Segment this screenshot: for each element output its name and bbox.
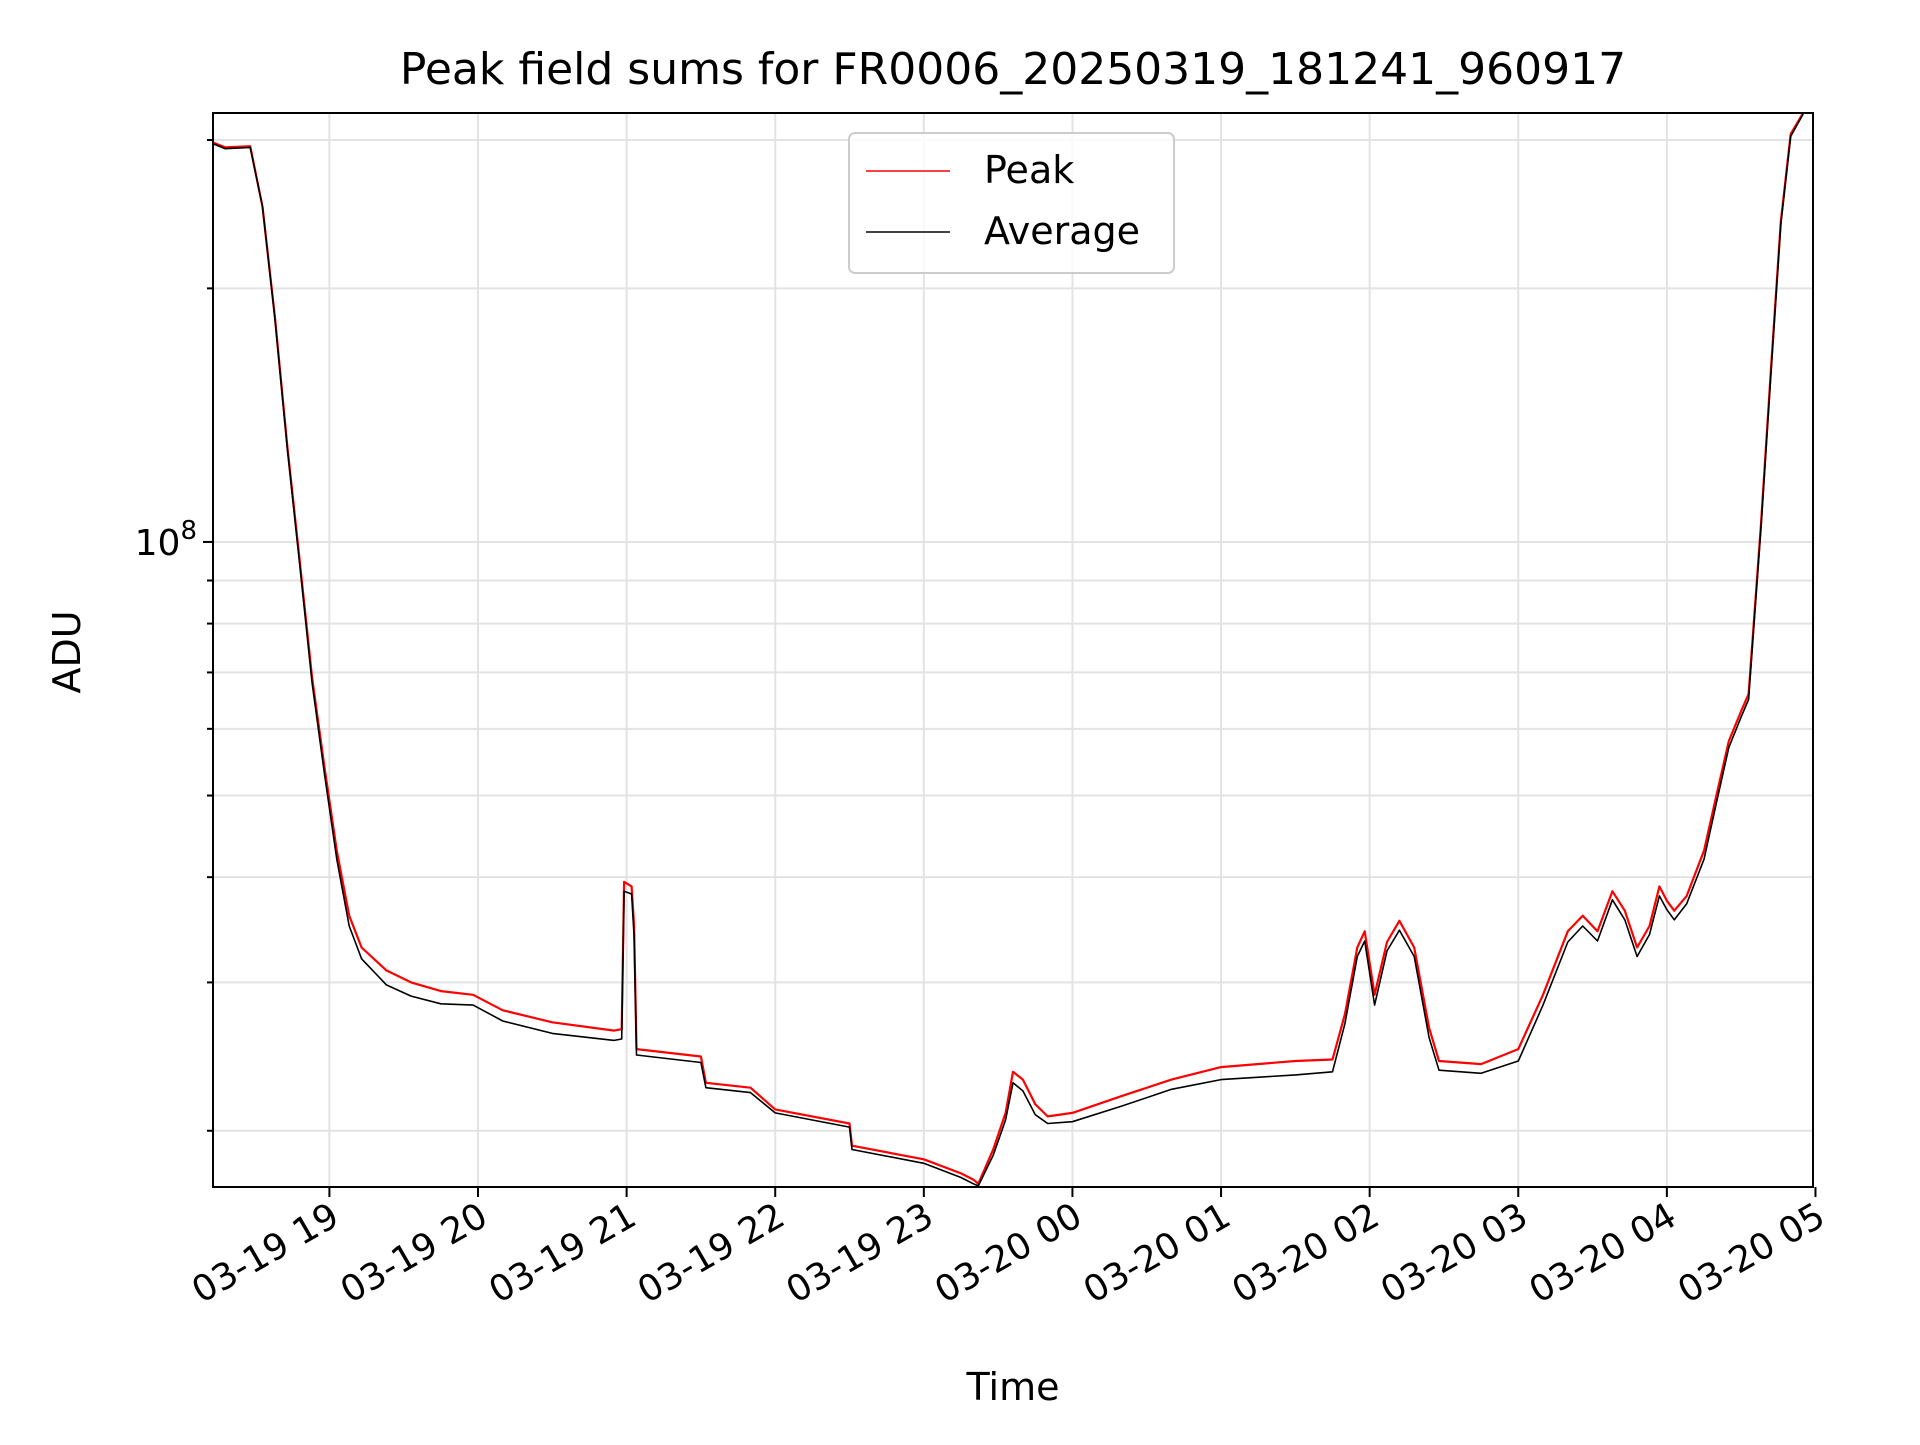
chart-title: Peak field sums for FR0006_20250319_1812… — [400, 44, 1626, 95]
y-tick-label: 108 — [135, 516, 197, 564]
x-axis-label: Time — [966, 1365, 1060, 1409]
legend-peak-label: Peak — [984, 148, 1074, 192]
plot-area-frame — [212, 112, 1814, 1188]
series-lines — [213, 113, 1805, 1187]
legend: Peak Average — [848, 132, 1175, 274]
series-line-average — [213, 113, 1804, 1187]
legend-box — [848, 132, 1175, 274]
series-line-peak — [213, 113, 1805, 1185]
legend-average-label: Average — [984, 209, 1140, 253]
y-axis-label: ADU — [45, 610, 89, 693]
